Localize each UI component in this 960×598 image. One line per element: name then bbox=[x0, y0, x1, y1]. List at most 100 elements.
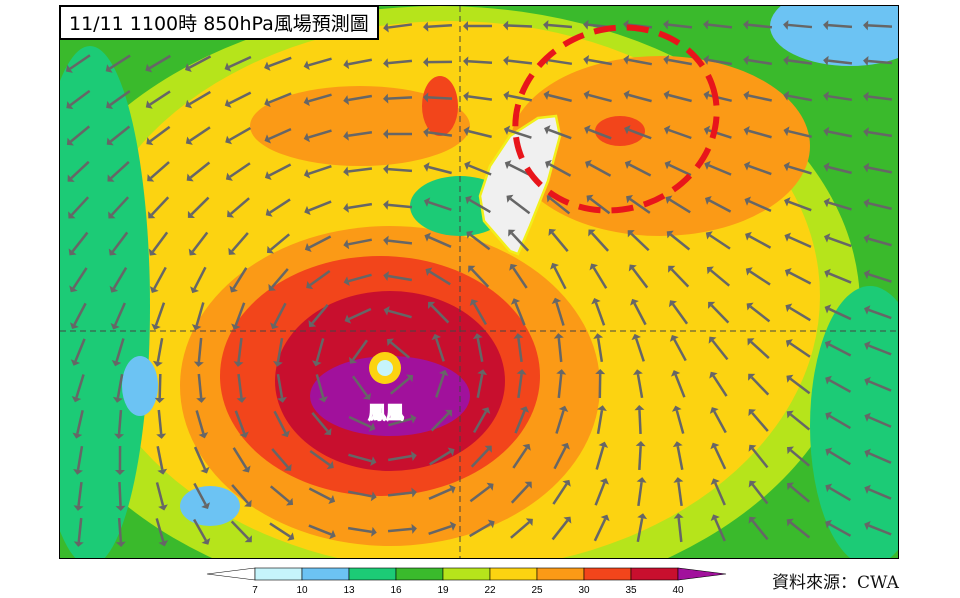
wind-arrow-icon bbox=[555, 405, 569, 434]
wind-arrow-icon bbox=[152, 337, 164, 367]
colorbar-segment bbox=[489, 567, 538, 581]
wind-arrow-icon bbox=[509, 263, 528, 289]
wind-arrow-icon bbox=[115, 481, 126, 511]
wind-arrow-icon bbox=[703, 19, 733, 30]
wind-arrow-icon bbox=[343, 58, 373, 70]
wind-arrow-icon bbox=[863, 55, 893, 66]
wind-arrow-icon bbox=[65, 54, 91, 73]
wind-arrow-icon bbox=[663, 90, 692, 103]
wind-arrow-icon bbox=[624, 160, 652, 177]
wind-arrow-icon bbox=[864, 448, 892, 464]
wind-arrow-icon bbox=[388, 413, 417, 427]
wind-arrow-icon bbox=[343, 94, 373, 105]
wind-arrow-icon bbox=[306, 269, 331, 290]
wind-arrow-icon bbox=[271, 448, 292, 471]
wind-arrow-icon bbox=[626, 195, 651, 214]
wind-arrow-icon bbox=[67, 160, 90, 182]
wind-arrow-icon bbox=[863, 127, 893, 138]
colorbar-segment bbox=[254, 567, 303, 581]
wind-arrow-icon bbox=[745, 231, 772, 249]
wind-arrow-icon bbox=[514, 406, 530, 434]
wind-arrow-icon bbox=[552, 479, 571, 505]
wind-arrow-icon bbox=[583, 54, 613, 66]
wind-arrow-icon bbox=[743, 19, 773, 30]
wind-arrow-icon bbox=[664, 160, 692, 177]
wind-arrow-icon bbox=[73, 481, 84, 511]
wind-arrow-icon bbox=[264, 127, 292, 144]
map-title: 11/11 1100時 850hPa風場預測圖 bbox=[59, 5, 379, 40]
wind-arrow-icon bbox=[185, 126, 211, 145]
wind-arrow-icon bbox=[543, 20, 573, 31]
wind-arrow-icon bbox=[225, 126, 252, 145]
wind-arrow-icon bbox=[825, 483, 851, 502]
wind-arrow-icon bbox=[348, 339, 369, 364]
wind-arrow-icon bbox=[155, 482, 168, 511]
wind-arrow-icon bbox=[185, 55, 212, 73]
wind-arrow-icon bbox=[188, 231, 209, 256]
wind-arrow-icon bbox=[864, 484, 892, 500]
wind-arrow-icon bbox=[69, 267, 88, 293]
wind-arrow-icon bbox=[428, 301, 450, 324]
wind-arrow-icon bbox=[748, 444, 769, 469]
wind-arrow-icon bbox=[663, 54, 693, 66]
wind-arrow-icon bbox=[229, 267, 248, 293]
wind-arrow-icon bbox=[595, 369, 606, 399]
wind-arrow-icon bbox=[823, 197, 852, 211]
wind-arrow-icon bbox=[383, 164, 413, 175]
wind-arrow-icon bbox=[233, 337, 244, 367]
wind-arrow-icon bbox=[69, 302, 87, 330]
wind-arrow-icon bbox=[387, 487, 417, 498]
wind-arrow-icon bbox=[227, 197, 250, 218]
wind-arrow-icon bbox=[671, 405, 685, 434]
wind-arrow-icon bbox=[145, 90, 171, 109]
wind-arrow-icon bbox=[591, 298, 606, 326]
wind-arrow-icon bbox=[343, 202, 373, 213]
wind-arrow-icon bbox=[234, 410, 249, 438]
colorbar-segment bbox=[630, 567, 679, 581]
colorbar-tick-label: 10 bbox=[296, 585, 308, 596]
wind-arrow-icon bbox=[147, 161, 170, 182]
wind-arrow-icon bbox=[303, 165, 332, 179]
wind-arrow-icon bbox=[348, 453, 377, 467]
wind-arrow-icon bbox=[264, 92, 292, 108]
wind-arrow-icon bbox=[825, 447, 851, 466]
wind-arrow-icon bbox=[187, 196, 210, 218]
wind-arrow-icon bbox=[430, 409, 452, 432]
wind-arrow-icon bbox=[633, 369, 644, 399]
wind-arrow-icon bbox=[423, 127, 453, 138]
wind-arrow-icon bbox=[513, 333, 524, 363]
wind-arrow-icon bbox=[108, 196, 130, 219]
wind-arrow-icon bbox=[108, 231, 129, 256]
wind-arrow-icon bbox=[786, 518, 811, 539]
wind-arrow-icon bbox=[863, 269, 892, 283]
wind-arrow-icon bbox=[387, 451, 417, 462]
wind-arrow-icon bbox=[630, 298, 647, 326]
wind-arrow-icon bbox=[743, 125, 772, 139]
wind-arrow-icon bbox=[783, 55, 813, 66]
wind-arrow-icon bbox=[743, 161, 772, 176]
wind-arrow-icon bbox=[273, 410, 290, 438]
wind-arrow-icon bbox=[463, 21, 493, 32]
wind-arrow-icon bbox=[428, 521, 457, 536]
colorbar-min-triangle bbox=[206, 567, 256, 581]
wind-arrows bbox=[65, 18, 893, 547]
wind-arrow-icon bbox=[387, 523, 417, 534]
wind-arrow-icon bbox=[589, 263, 608, 289]
wind-arrow-icon bbox=[864, 520, 892, 536]
wind-arrow-icon bbox=[424, 232, 452, 248]
wind-arrow-icon bbox=[503, 55, 533, 66]
wind-arrow-icon bbox=[463, 56, 493, 67]
wind-arrow-icon bbox=[435, 369, 449, 398]
wind-arrow-icon bbox=[508, 229, 530, 252]
wind-arrow-icon bbox=[631, 333, 645, 362]
wind-arrow-icon bbox=[823, 20, 853, 31]
wind-arrow-icon bbox=[425, 267, 451, 286]
wind-arrow-icon bbox=[825, 375, 852, 393]
wind-arrow-icon bbox=[863, 233, 892, 247]
wind-arrow-icon bbox=[663, 125, 692, 140]
wind-arrow-icon bbox=[551, 297, 565, 326]
wind-arrow-icon bbox=[863, 198, 892, 211]
wind-arrow-icon bbox=[193, 482, 211, 510]
colorbar-segment bbox=[301, 567, 350, 581]
colorbar-tick-label: 30 bbox=[578, 585, 590, 596]
